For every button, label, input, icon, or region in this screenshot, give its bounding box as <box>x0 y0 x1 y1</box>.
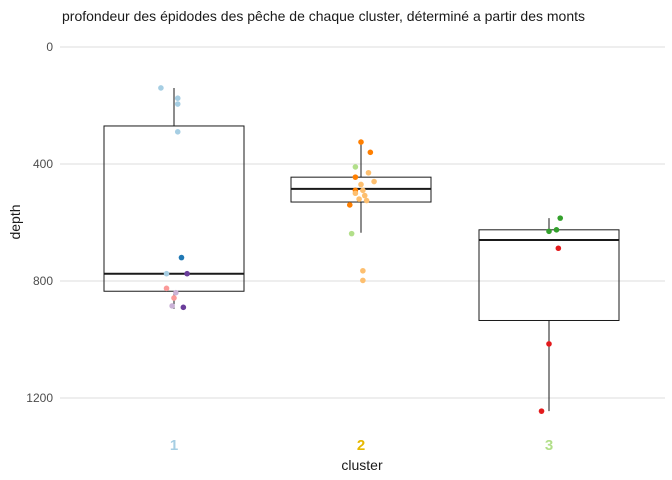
x-tick-label: 3 <box>545 437 553 454</box>
data-point <box>180 304 187 311</box>
data-point <box>352 190 359 197</box>
data-point <box>360 267 366 274</box>
data-point <box>352 164 359 170</box>
data-point <box>358 139 364 145</box>
data-point <box>358 181 364 188</box>
data-point <box>346 202 353 208</box>
data-point <box>553 227 560 233</box>
data-point <box>174 129 181 135</box>
data-point <box>158 85 164 91</box>
data-point <box>361 192 368 199</box>
x-tick-label: 2 <box>357 437 365 454</box>
y-axis-title: depth <box>7 204 23 239</box>
box-iqr <box>103 125 245 292</box>
y-tick-labels: 0 400 800 1200 <box>26 40 53 405</box>
data-point <box>546 228 552 235</box>
data-point <box>352 174 359 180</box>
data-point <box>171 295 177 301</box>
data-point <box>356 196 362 202</box>
data-point <box>365 169 372 176</box>
data-point <box>546 341 552 347</box>
box-iqr <box>478 229 620 321</box>
x-axis-title: cluster <box>341 457 383 473</box>
data-point <box>163 270 170 277</box>
data-point <box>538 408 545 414</box>
y-tick-label: 0 <box>46 40 53 54</box>
data-point <box>174 101 181 107</box>
jitter-points <box>158 85 564 414</box>
data-point <box>169 303 175 309</box>
boxplots <box>103 87 620 412</box>
data-point <box>178 254 185 261</box>
data-point <box>360 277 366 284</box>
x-tick-labels: 1 2 3 <box>170 437 553 454</box>
data-point <box>360 187 366 194</box>
y-tick-label: 1200 <box>26 391 53 405</box>
y-tick-label: 400 <box>33 157 53 171</box>
data-point <box>348 230 355 237</box>
data-point <box>184 270 190 277</box>
data-point <box>371 178 377 185</box>
data-point <box>557 215 564 221</box>
gridlines <box>60 46 665 399</box>
x-tick-label: 1 <box>170 437 178 454</box>
y-tick-label: 800 <box>33 274 53 288</box>
data-point <box>173 289 179 296</box>
data-point <box>555 245 562 252</box>
data-point <box>363 197 370 204</box>
data-point <box>367 149 374 156</box>
data-point <box>163 285 170 292</box>
data-point <box>174 95 181 101</box>
chart-title: profondeur des épidodes des pêche de cha… <box>62 8 585 24</box>
